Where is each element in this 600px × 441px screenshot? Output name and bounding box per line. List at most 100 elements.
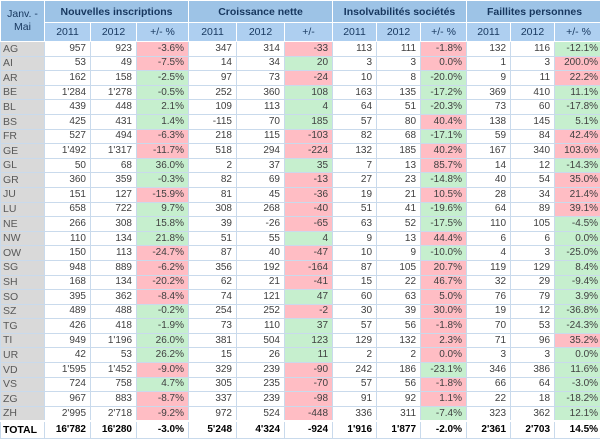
subcolumn-header-1-2: +/- — [283, 22, 334, 42]
table-cell: 54 — [510, 172, 556, 188]
table-row-SZ: SZ 489 488 -0.2% 254 252 -2 30 39 30.0% 19 12 -36.8% — [0, 303, 600, 320]
table-cell: 73 — [466, 99, 512, 115]
table-cell: 76 — [466, 289, 512, 305]
canton-label: FR — [0, 128, 45, 145]
table-cell: 972 — [188, 405, 237, 422]
table-cell: 494 — [90, 128, 137, 145]
table-cell: -65 — [283, 216, 334, 232]
table-cell: 15 — [332, 274, 378, 291]
table-cell: -17.5% — [420, 216, 468, 232]
table-cell: 40.4% — [420, 113, 468, 130]
table-cell: 10.5% — [420, 186, 468, 203]
table-cell: 3 — [510, 55, 556, 72]
canton-label: ZG — [0, 391, 45, 407]
table-cell: 235 — [236, 376, 285, 393]
table-cell: 84 — [510, 128, 556, 145]
table-row-JU: JU 151 127 -15.9% 81 45 -36 19 21 10.5% 28 34 21.4% — [0, 186, 600, 203]
table-cell: 53 — [44, 55, 91, 72]
table-cell: 127 — [90, 186, 137, 203]
total-label: TOTAL — [0, 420, 45, 440]
canton-label: TG — [0, 318, 45, 334]
table-cell: 200.0% — [554, 55, 600, 72]
table-cell: 883 — [90, 391, 137, 407]
table-row-BE: BE 1'284 1'278 -0.5% 252 360 108 163 135 -17.2% 36… — [0, 84, 600, 101]
table-cell: 889 — [90, 259, 137, 276]
table-cell: 26.2% — [136, 347, 189, 364]
table-cell: 19 — [332, 186, 378, 203]
table-cell: -164 — [283, 259, 334, 276]
table-cell: -12.1% — [554, 41, 600, 57]
table-cell: 129 — [510, 259, 556, 276]
table-cell: 28 — [466, 186, 512, 203]
table-row-UR: UR 42 53 26.2% 15 26 11 2 2 0.0% 3 3 0.0% — [0, 347, 600, 364]
table-cell: 489 — [44, 303, 91, 320]
table-cell: 3 — [332, 55, 378, 72]
table-cell: 113 — [332, 41, 378, 57]
table-cell: 22 — [466, 391, 512, 407]
period-label: Janv. - Mai — [0, 0, 45, 42]
table-cell: 448 — [90, 99, 137, 115]
table-cell: -14.3% — [554, 157, 600, 174]
table-cell: 308 — [90, 216, 137, 232]
table-cell: -23.1% — [420, 362, 468, 378]
canton-label: JU — [0, 186, 45, 203]
canton-label: SO — [0, 289, 45, 305]
table-cell: 192 — [236, 259, 285, 276]
table-cell: 948 — [44, 259, 91, 276]
table-cell: -17.1% — [420, 128, 468, 145]
table-cell: 21.8% — [136, 230, 189, 247]
table-cell: -103 — [283, 128, 334, 145]
table-body: AG 957 923 -3.6% 347 314 -33 113 111 -1.8% 132 116-… — [0, 41, 600, 440]
table-cell: -33 — [283, 41, 334, 57]
table-cell: -41 — [283, 274, 334, 291]
table-cell: 957 — [44, 41, 91, 57]
table-cell: -7.5% — [136, 55, 189, 72]
table-cell: -9.2% — [136, 405, 189, 422]
table-cell: -70 — [283, 376, 334, 393]
table-cell: -25.0% — [554, 245, 600, 261]
table-cell: 722 — [90, 201, 137, 218]
table-cell: 63 — [376, 289, 422, 305]
table-cell: 658 — [44, 201, 91, 218]
table-cell: 113 — [236, 99, 285, 115]
canton-label: GL — [0, 157, 45, 174]
table-cell: -18.2% — [554, 391, 600, 407]
subcolumn-header-3-1: 2012 — [510, 22, 556, 42]
table-cell: 7 — [332, 157, 378, 174]
table-row-SH: SH 168 134 -20.2% 62 21 -41 15 22 46.7% 32 29 -9.4% — [0, 274, 600, 291]
table-cell: 252 — [188, 84, 237, 101]
table-cell: -26 — [236, 216, 285, 232]
table-cell: 359 — [90, 172, 137, 188]
table-cell: 162 — [44, 70, 91, 86]
table-row-TG: TG 426 418 -1.9% 73 110 37 57 56 -1.8% 70 53 -24.3% — [0, 318, 600, 334]
table-cell: 32 — [466, 274, 512, 291]
table-cell: 20 — [283, 55, 334, 72]
table-cell: 82 — [332, 128, 378, 145]
table-cell: 5'248 — [188, 420, 237, 440]
table-row-AI: AI 53 49 -7.5% 14 34 20 3 3 0.0% 1 3 200.0% — [0, 55, 600, 72]
subcolumn-header-2-2: +/- % — [420, 22, 468, 42]
table-cell: 47 — [283, 289, 334, 305]
table-cell: 96 — [510, 332, 556, 349]
canton-label: VD — [0, 362, 45, 378]
table-cell: 1'452 — [90, 362, 137, 378]
table-cell: 21.4% — [554, 186, 600, 203]
table-cell: 418 — [90, 318, 137, 334]
canton-label: BL — [0, 99, 45, 115]
table-cell: 13 — [376, 230, 422, 247]
table-cell: -13 — [283, 172, 334, 188]
table-cell: 105 — [376, 259, 422, 276]
table-cell: 4.7% — [136, 376, 189, 393]
subcolumn-header-2-1: 2012 — [376, 22, 422, 42]
table-cell: 80 — [376, 113, 422, 130]
total-row: TOTAL 16'782 16'280 -3.0% 5'248 4'324 -924 1'91… — [0, 420, 600, 440]
canton-label: BE — [0, 84, 45, 101]
table-cell: 12 — [510, 157, 556, 174]
table-cell: -10.0% — [420, 245, 468, 261]
table-cell: -115 — [188, 113, 237, 130]
table-cell: 15.8% — [136, 216, 189, 232]
table-cell: 119 — [466, 259, 512, 276]
column-group-header-0: Nouvelles inscriptions — [44, 0, 189, 23]
table-cell: 346 — [466, 362, 512, 378]
table-row-FR: FR 527 494 -6.3% 218 115 -103 82 68 -17.1% 59 84 42.… — [0, 128, 600, 145]
